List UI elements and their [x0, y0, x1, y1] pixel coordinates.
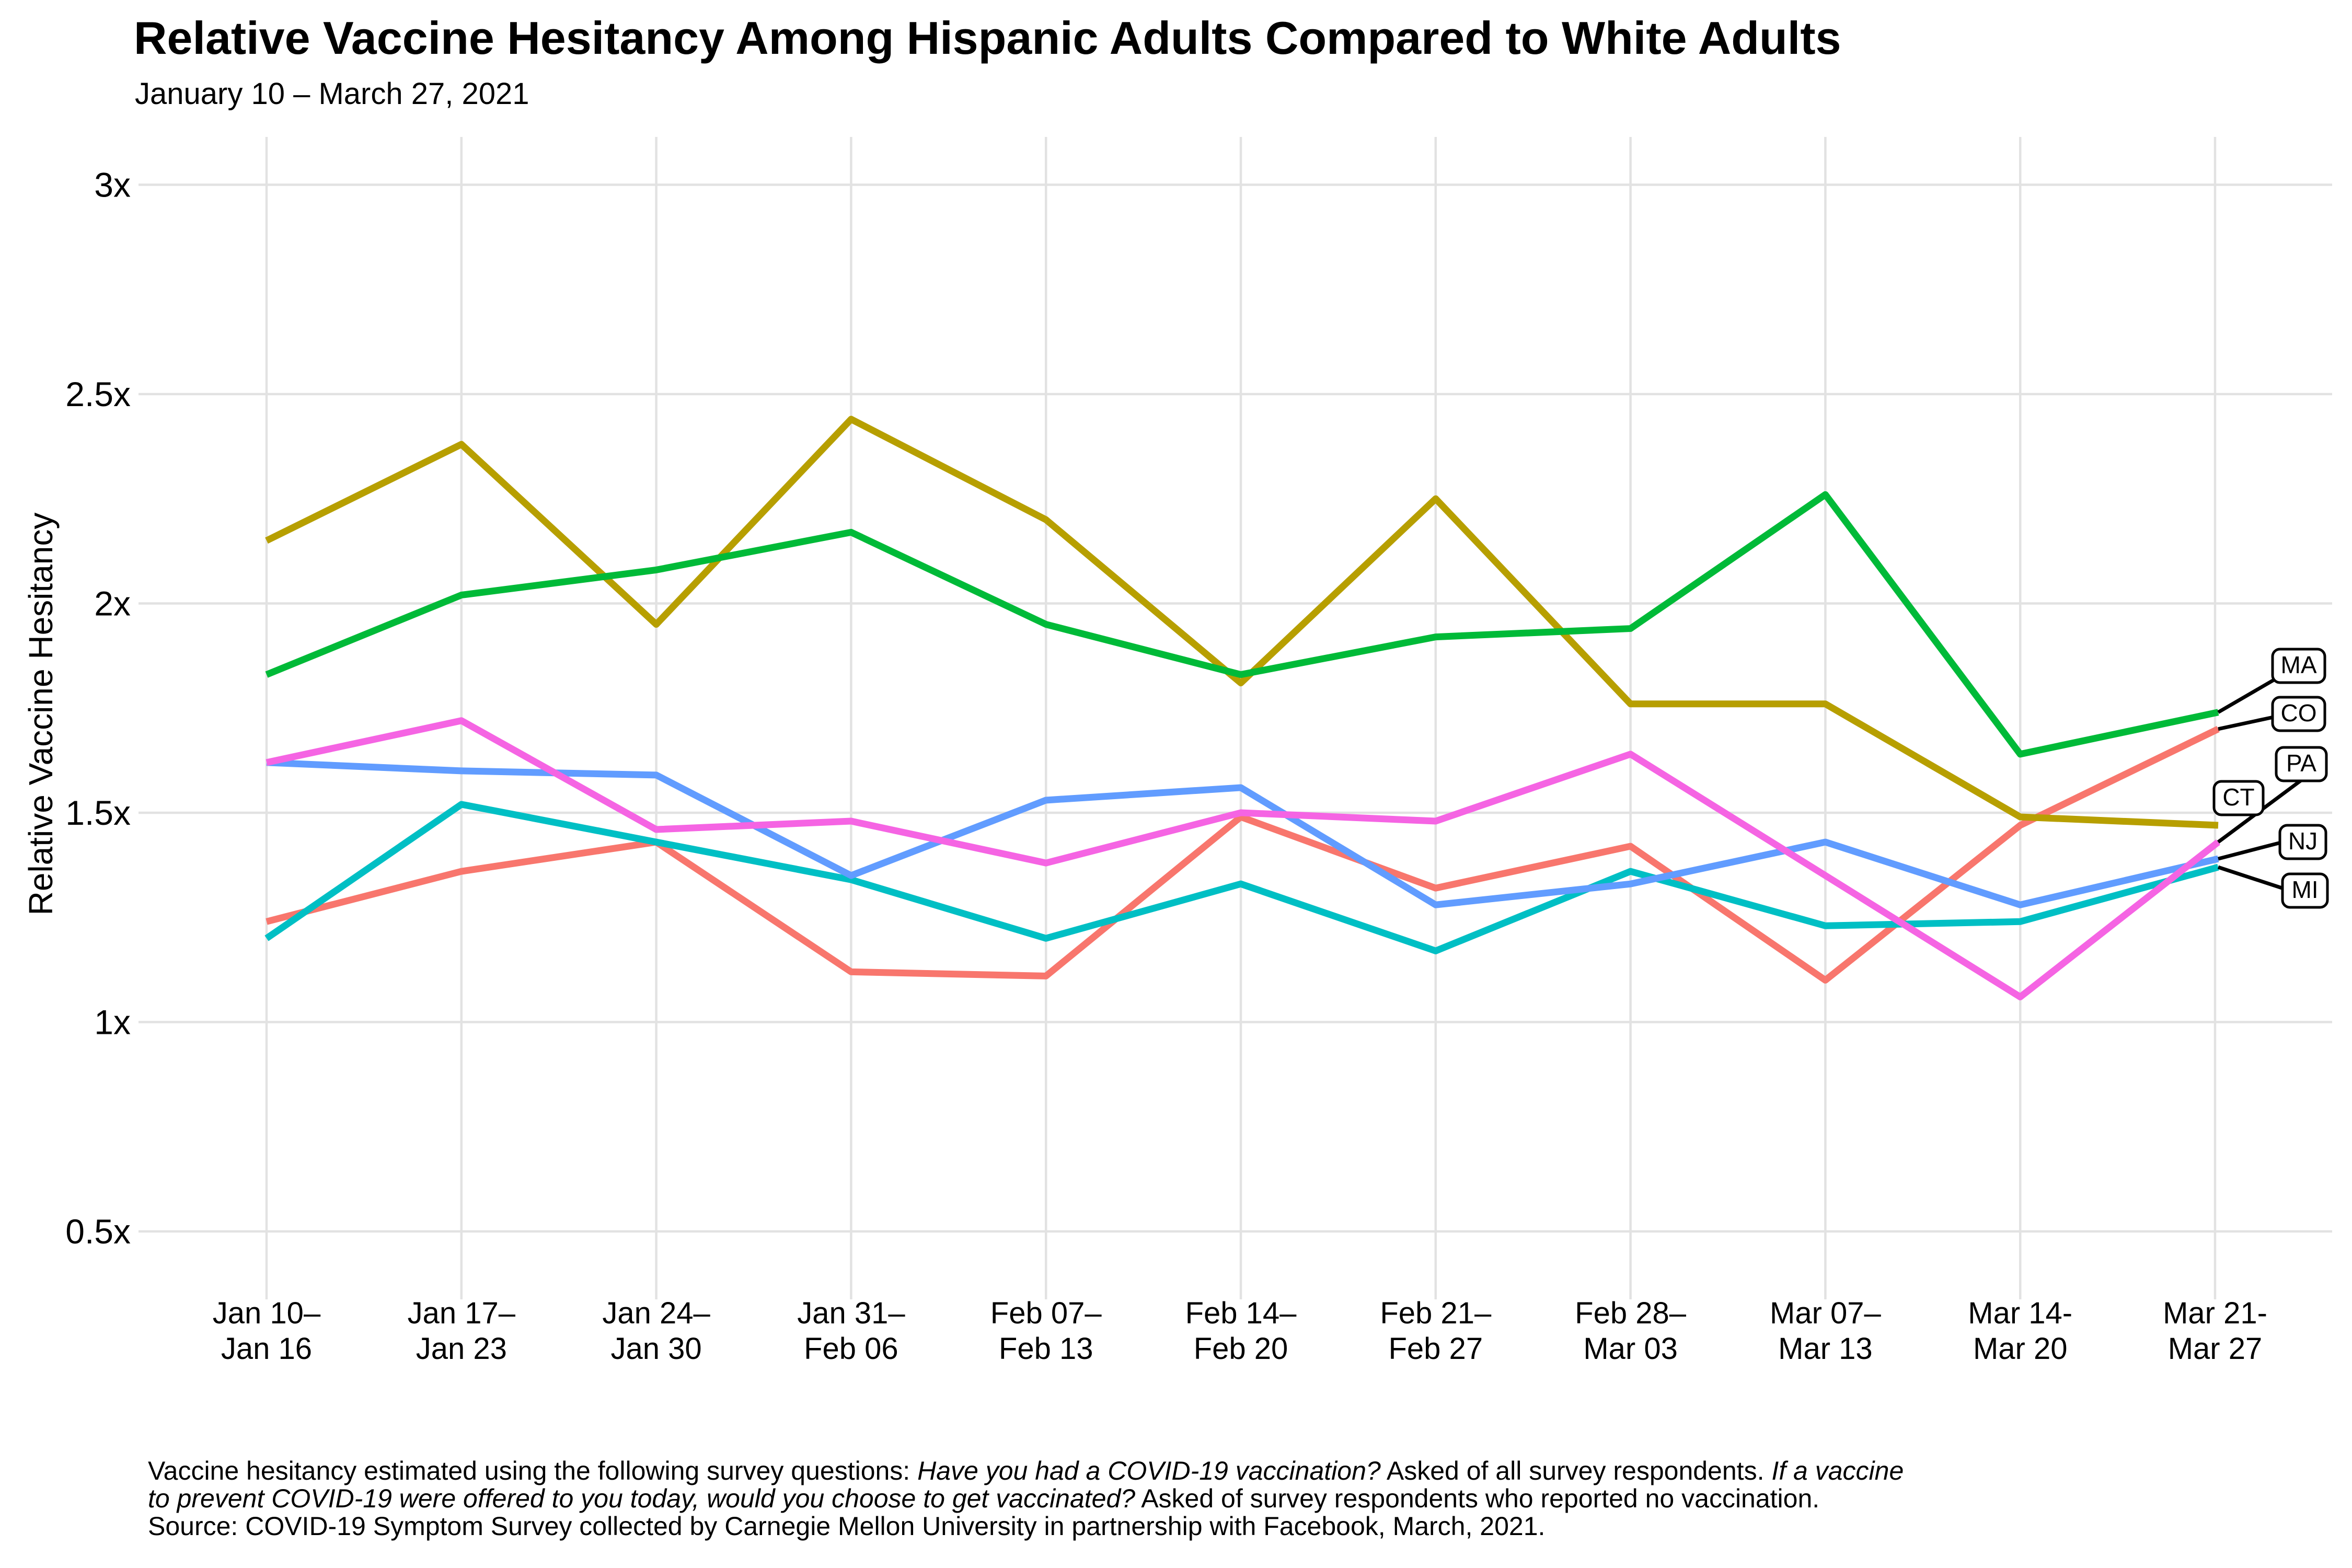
series-line-PA [266, 717, 2221, 1000]
series-line-MI [264, 801, 2219, 954]
leader-line-MI [2217, 865, 2285, 891]
y-tick-label: 2x [94, 584, 131, 623]
x-tick-label: Jan 31– Feb 06 [797, 1296, 905, 1366]
caption-italic-question-2: If a vaccine [1771, 1456, 1904, 1485]
axis-labels-group: 0.5x 1x 1.5x 2x 2.5x 3x Jan 10– Jan 16 Jan 17– Ja… [65, 166, 2267, 1366]
series-line-CO [266, 725, 2220, 984]
series-label-box-PA [2275, 746, 2328, 782]
series-label-box-MA [2271, 648, 2326, 684]
caption-text: Asked of all survey respondents. [1380, 1456, 1772, 1485]
leader-line-MA [2217, 677, 2276, 714]
y-tick-label: 1x [94, 1003, 131, 1042]
series-label-MI: MI [2291, 876, 2318, 903]
x-tick-label: Mar 21-Mar 27 [2163, 1296, 2267, 1366]
caption-text: Asked of survey respondents who reported… [1135, 1484, 1820, 1513]
caption-line-1: Vaccine hesitancy estimated using the fo… [148, 1457, 2239, 1485]
series-label-box-NJ [2278, 824, 2327, 860]
series-line-MA [265, 491, 2219, 758]
caption-italic-question-1: Have you had a COVID-19 vaccination? [917, 1456, 1381, 1485]
caption-source: Source: COVID-19 Symptom Survey collecte… [148, 1512, 1546, 1541]
series-label-box-MI [2281, 872, 2329, 909]
y-tick-label: 0.5x [65, 1212, 131, 1251]
series-line-NJ [266, 759, 2219, 908]
caption-line-2: to prevent COVID-19 were offered to you … [148, 1485, 2239, 1513]
series-label-MA: MA [2281, 651, 2317, 678]
chart-caption: Vaccine hesitancy estimated using the fo… [148, 1457, 2239, 1540]
y-tick-label: 3x [94, 166, 131, 204]
series-label-PA: PA [2286, 750, 2316, 777]
caption-italic-question-2-cont: to prevent COVID-19 were offered to you … [148, 1484, 1136, 1513]
caption-text: Vaccine hesitancy estimated using the fo… [148, 1456, 918, 1485]
y-tick-label: 2.5x [65, 375, 131, 413]
x-tick-label: Jan 10– Jan 16 [213, 1296, 321, 1366]
gridlines-group [139, 137, 2332, 1299]
x-tick-label: Mar 07– Mar 13 [1770, 1296, 1882, 1366]
series-label-box-CO [2271, 696, 2326, 732]
y-axis-title: Relative Vaccine Hesitancy [22, 513, 60, 916]
end-labels-group: CO CT MA MI NJ PA [2212, 648, 2329, 909]
x-tick-label: Jan 24– Jan 30 [602, 1296, 710, 1366]
series-lines-group [264, 416, 2221, 1000]
series-label-NJ: NJ [2288, 827, 2318, 855]
x-tick-label: Feb 21– Feb 27 [1380, 1296, 1492, 1366]
x-tick-label: Feb 14– Feb 20 [1185, 1296, 1297, 1366]
leader-line-NJ [2218, 840, 2281, 861]
series-label-CT: CT [2222, 783, 2254, 811]
leader-line-CO [2218, 715, 2274, 731]
x-tick-label: Feb 28– Mar 03 [1575, 1296, 1687, 1366]
series-line-CT [265, 416, 2219, 829]
x-tick-label: Feb 07– Feb 13 [990, 1296, 1102, 1366]
chart-title: Relative Vaccine Hesitancy Among Hispani… [134, 12, 1841, 64]
x-tick-label: Jan 17– Jan 23 [408, 1296, 516, 1366]
chart-subtitle: January 10 – March 27, 2021 [135, 77, 529, 111]
x-tick-label: Mar 14-Mar 20 [1968, 1296, 2072, 1366]
series-label-box-CT [2212, 780, 2265, 816]
series-label-CO: CO [2281, 699, 2317, 727]
caption-line-3: Source: COVID-19 Symptom Survey collecte… [148, 1513, 2239, 1540]
y-tick-label: 1.5x [65, 793, 131, 832]
